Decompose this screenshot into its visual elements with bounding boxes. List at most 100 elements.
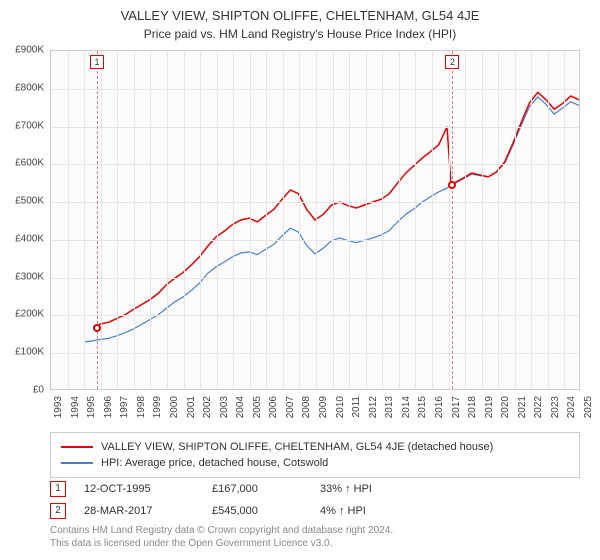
- legend-label: VALLEY VIEW, SHIPTON OLIFFE, CHELTENHAM,…: [101, 441, 493, 453]
- x-tick-label: 2011: [351, 396, 362, 418]
- x-tick-label: 2025: [583, 396, 594, 418]
- transaction-price: £545,000: [212, 505, 302, 517]
- marker-vline: [97, 51, 98, 389]
- x-tick-label: 2002: [202, 396, 213, 418]
- marker-vline: [452, 51, 453, 389]
- footer-line-2: This data is licensed under the Open Gov…: [50, 537, 580, 550]
- x-tick-label: 2021: [517, 396, 528, 418]
- x-tick-label: 2019: [484, 396, 495, 418]
- footer-line-1: Contains HM Land Registry data © Crown c…: [50, 524, 580, 537]
- marker-point: [93, 324, 101, 332]
- gridline-horizontal: [51, 278, 579, 279]
- legend-swatch: [61, 446, 93, 448]
- transaction-row: 2 28-MAR-2017 £545,000 4% ↑ HPI: [50, 500, 580, 522]
- gridline-vertical: [531, 51, 532, 389]
- transaction-date: 28-MAR-2017: [84, 505, 194, 517]
- plot-area: 12: [50, 50, 580, 390]
- x-axis-labels: 1993199419951996199719981999200020012002…: [50, 392, 580, 432]
- y-tick-label: £100K: [15, 347, 44, 358]
- x-tick-label: 2017: [451, 396, 462, 418]
- x-tick-label: 2023: [550, 396, 561, 418]
- gridline-vertical: [465, 51, 466, 389]
- gridline-vertical: [399, 51, 400, 389]
- legend-row: VALLEY VIEW, SHIPTON OLIFFE, CHELTENHAM,…: [61, 439, 569, 455]
- gridline-vertical: [482, 51, 483, 389]
- gridline-vertical: [498, 51, 499, 389]
- x-tick-label: 1998: [136, 396, 147, 418]
- gridline-vertical: [548, 51, 549, 389]
- marker-label-box: 1: [90, 55, 104, 69]
- gridline-vertical: [316, 51, 317, 389]
- gridline-vertical: [283, 51, 284, 389]
- y-axis-labels: £0£100K£200K£300K£400K£500K£600K£700K£80…: [0, 50, 48, 390]
- gridline-horizontal: [51, 202, 579, 203]
- gridline-vertical: [382, 51, 383, 389]
- marker-label-box: 2: [445, 55, 459, 69]
- gridline-vertical: [117, 51, 118, 389]
- x-tick-label: 2007: [285, 396, 296, 418]
- x-tick-label: 1997: [119, 396, 130, 418]
- gridline-vertical: [84, 51, 85, 389]
- x-tick-label: 1995: [86, 396, 97, 418]
- y-tick-label: £800K: [15, 82, 44, 93]
- x-tick-label: 2000: [169, 396, 180, 418]
- gridline-vertical: [449, 51, 450, 389]
- gridline-vertical: [167, 51, 168, 389]
- legend: VALLEY VIEW, SHIPTON OLIFFE, CHELTENHAM,…: [50, 432, 580, 478]
- x-tick-label: 2003: [219, 396, 230, 418]
- transaction-marker: 2: [50, 503, 66, 519]
- transaction-marker: 1: [50, 481, 66, 497]
- chart-subtitle: Price paid vs. HM Land Registry's House …: [0, 23, 600, 41]
- gridline-horizontal: [51, 164, 579, 165]
- y-tick-label: £0: [33, 385, 44, 396]
- legend-label: HPI: Average price, detached house, Cots…: [101, 457, 328, 469]
- y-tick-label: £300K: [15, 271, 44, 282]
- gridline-vertical: [150, 51, 151, 389]
- gridline-vertical: [266, 51, 267, 389]
- x-tick-label: 2001: [186, 396, 197, 418]
- y-tick-label: £400K: [15, 233, 44, 244]
- chart-container: VALLEY VIEW, SHIPTON OLIFFE, CHELTENHAM,…: [0, 0, 600, 560]
- chart-area: 12: [50, 50, 580, 390]
- gridline-horizontal: [51, 315, 579, 316]
- gridline-vertical: [333, 51, 334, 389]
- x-tick-label: 1994: [70, 396, 81, 418]
- gridline-vertical: [200, 51, 201, 389]
- x-tick-label: 2013: [384, 396, 395, 418]
- line-svg: [51, 51, 579, 389]
- x-tick-label: 2022: [533, 396, 544, 418]
- x-tick-label: 1996: [103, 396, 114, 418]
- y-tick-label: £200K: [15, 309, 44, 320]
- gridline-horizontal: [51, 127, 579, 128]
- gridline-vertical: [564, 51, 565, 389]
- gridline-vertical: [233, 51, 234, 389]
- y-tick-label: £700K: [15, 120, 44, 131]
- gridline-vertical: [68, 51, 69, 389]
- x-tick-label: 2018: [467, 396, 478, 418]
- x-tick-label: 2015: [417, 396, 428, 418]
- x-tick-label: 2012: [368, 396, 379, 418]
- gridline-horizontal: [51, 240, 579, 241]
- y-tick-label: £600K: [15, 158, 44, 169]
- x-tick-label: 2008: [301, 396, 312, 418]
- transaction-date: 12-OCT-1995: [84, 483, 194, 495]
- gridline-vertical: [217, 51, 218, 389]
- chart-title: VALLEY VIEW, SHIPTON OLIFFE, CHELTENHAM,…: [0, 0, 600, 23]
- x-tick-label: 1993: [53, 396, 64, 418]
- gridline-vertical: [415, 51, 416, 389]
- x-tick-label: 2005: [252, 396, 263, 418]
- legend-swatch: [61, 462, 93, 464]
- gridline-vertical: [299, 51, 300, 389]
- transaction-delta: 4% ↑ HPI: [320, 505, 366, 517]
- x-tick-label: 2014: [401, 396, 412, 418]
- x-tick-label: 2016: [434, 396, 445, 418]
- transaction-rows: 112-OCT-1995£167,00033% ↑ HPI228-MAR-201…: [50, 478, 580, 522]
- gridline-horizontal: [51, 353, 579, 354]
- marker-point: [448, 181, 456, 189]
- x-tick-label: 2009: [318, 396, 329, 418]
- y-tick-label: £500K: [15, 196, 44, 207]
- gridline-horizontal: [51, 89, 579, 90]
- gridline-vertical: [432, 51, 433, 389]
- gridline-vertical: [349, 51, 350, 389]
- x-tick-label: 2010: [335, 396, 346, 418]
